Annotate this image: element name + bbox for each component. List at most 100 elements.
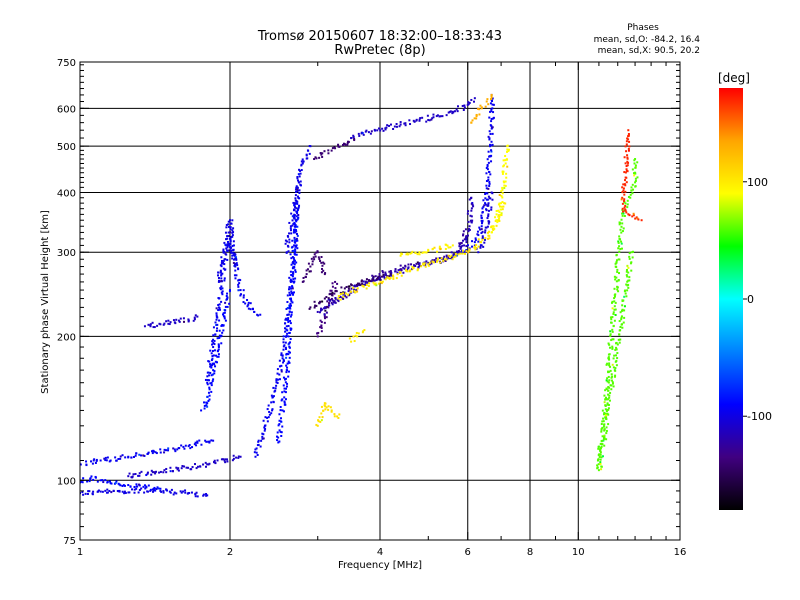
data-point [381,127,384,130]
data-point [287,375,290,378]
data-point [468,249,471,252]
data-point [499,205,502,208]
data-point [466,234,469,237]
data-point [477,238,480,241]
data-point [301,162,304,165]
data-point [135,485,138,488]
data-point [451,254,454,257]
data-point [334,290,337,293]
data-point [81,491,84,494]
data-point [632,214,635,217]
data-point [296,200,299,203]
y-tick-label: 200 [57,332,76,343]
data-point [213,459,216,462]
data-point [434,260,437,263]
data-point [635,216,638,219]
data-point [331,147,334,150]
data-point [480,225,483,228]
data-point [215,354,218,357]
data-point [364,280,367,283]
data-point [281,357,284,360]
data-point [288,361,291,364]
data-point [458,242,461,245]
data-point [222,250,225,253]
data-point [212,354,215,357]
data-point [616,357,619,360]
data-point [287,313,290,316]
data-point [226,305,229,308]
data-point [208,374,211,377]
data-point [399,254,402,257]
data-point [278,413,281,416]
data-point [615,265,618,268]
data-point [231,234,234,237]
data-point [501,208,504,211]
data-point [615,348,618,351]
data-point [160,490,163,493]
data-point [465,250,468,253]
data-point [199,465,202,468]
data-point [467,101,470,104]
data-point [490,231,493,234]
data-point [484,238,487,241]
data-point [123,484,126,487]
data-point [384,271,387,274]
data-point [389,123,392,126]
data-point [162,323,165,326]
data-point [189,447,192,450]
colorbar [719,88,743,510]
data-point [464,252,467,255]
data-point [491,107,494,110]
data-point [287,360,290,363]
data-point [283,327,286,330]
data-point [290,273,293,276]
data-point [480,232,483,235]
data-point [406,270,409,273]
data-point [298,191,301,194]
data-point [445,254,448,257]
data-point [622,321,625,324]
data-point [105,459,108,462]
data-point [485,187,488,190]
data-point [222,324,225,327]
data-point [389,270,392,273]
data-point [102,481,105,484]
data-point [295,244,298,247]
data-point [318,156,321,159]
data-point [610,318,613,321]
data-point [304,276,307,279]
data-point [224,319,227,322]
data-point [294,270,297,273]
data-point [625,165,628,168]
data-point [209,371,212,374]
data-point [327,298,330,301]
data-point [217,274,220,277]
data-point [177,319,180,322]
data-point [625,176,628,179]
data-point [611,338,614,341]
data-point [220,285,223,288]
data-point [365,278,368,281]
data-point [292,260,295,263]
data-point [285,387,288,390]
data-point [207,440,210,443]
data-point [607,423,610,426]
data-point [626,170,629,173]
data-point [621,326,624,329]
data-point [470,215,473,218]
data-point [282,359,285,362]
data-point [490,120,493,123]
data-point [481,221,484,224]
data-point [292,278,295,281]
data-point [603,423,606,426]
data-point [362,284,365,287]
data-point [607,371,610,374]
data-point [334,280,337,283]
data-point [322,409,325,412]
data-point [389,273,392,276]
data-point [614,360,617,363]
data-point [244,302,247,305]
data-point [607,375,610,378]
data-point [607,357,610,360]
data-point [427,248,430,251]
